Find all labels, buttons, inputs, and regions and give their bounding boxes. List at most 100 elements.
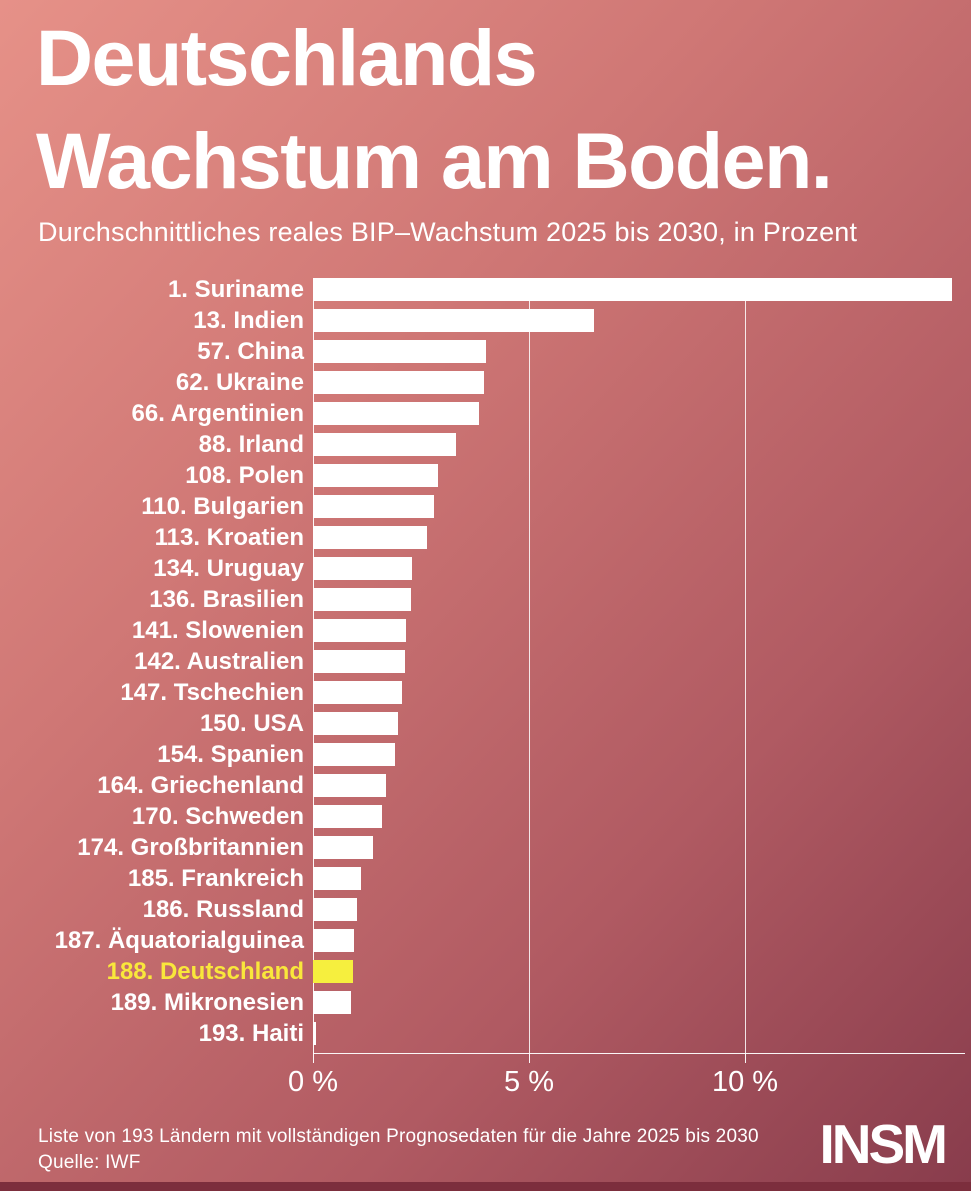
bar-track (313, 309, 971, 332)
country-label: 62. Ukraine (175, 369, 304, 396)
page-title: Deutschlands Wachstum am Boden. (36, 6, 833, 212)
country-label: 185. Frankreich (127, 865, 304, 892)
chart-row: 134. Uruguay (0, 555, 971, 582)
country-label: 57. China (197, 338, 304, 365)
country-label: 13. Indien (193, 307, 304, 334)
bar-track (313, 433, 971, 456)
bar-track (313, 805, 971, 828)
bar (313, 1022, 317, 1045)
title-line-1: Deutschlands (36, 13, 538, 102)
bar (313, 557, 413, 580)
chart-row: 66. Argentinien (0, 402, 971, 426)
bar-track (313, 526, 971, 549)
chart-row: 110. Bulgarien (0, 495, 971, 519)
country-label: 154. Spanien (157, 741, 304, 768)
bar-track (313, 619, 971, 642)
chart-row: 188. Deutschland (0, 958, 971, 985)
x-tick-mark (529, 1054, 530, 1063)
bar-track (313, 278, 971, 301)
country-label: 1. Suriname (167, 276, 304, 303)
country-label: 113. Kroatien (154, 524, 304, 551)
chart-row: 57. China (0, 338, 971, 365)
x-axis-line (313, 1053, 965, 1054)
gridline-10pct (745, 278, 746, 1054)
chart-subtitle: Durchschnittliches reales BIP–Wachstum 2… (38, 217, 858, 247)
country-label: 189. Mikronesien (110, 989, 304, 1016)
bar (313, 495, 434, 518)
bar-track (313, 867, 971, 890)
gridline-5pct (529, 278, 530, 1054)
bar-track (313, 340, 971, 363)
bar-track (313, 464, 971, 487)
bar-track (313, 650, 971, 673)
bar-track (313, 712, 971, 735)
bar (313, 805, 383, 828)
chart-row: 13. Indien (0, 307, 971, 334)
country-label: 164. Griechenland (97, 772, 304, 799)
country-label: 142. Australien (134, 648, 304, 675)
chart-row: 113. Kroatien (0, 524, 971, 551)
bar (313, 371, 484, 394)
footer-source-text: Quelle: IWF (38, 1152, 141, 1173)
chart-row: 108. Polen (0, 462, 971, 489)
chart-row: 154. Spanien (0, 741, 971, 768)
bar (313, 991, 352, 1014)
chart-row: 141. Slowenien (0, 617, 971, 644)
bar-track (313, 836, 971, 859)
chart-row: 185. Frankreich (0, 865, 971, 892)
x-tick-mark (313, 1054, 314, 1063)
bar (313, 464, 439, 487)
chart-row: 164. Griechenland (0, 772, 971, 799)
bar (313, 526, 428, 549)
bar-track (313, 929, 971, 952)
bar (313, 650, 405, 673)
bottom-accent-strip (0, 1182, 971, 1191)
country-label: 136. Brasilien (149, 586, 304, 613)
chart-row: 62. Ukraine (0, 369, 971, 396)
insm-logo: INSM (819, 1113, 948, 1175)
bar (313, 681, 402, 704)
country-label: 193. Haiti (198, 1020, 304, 1047)
country-label: 186. Russland (142, 896, 304, 923)
bar-track (313, 557, 971, 580)
country-label: 188. Deutschland (106, 958, 304, 985)
country-label: 174. Großbritannien (77, 834, 304, 861)
bar-track (313, 960, 971, 983)
chart-row: 1. Suriname (0, 276, 971, 303)
bar-track (313, 774, 971, 797)
bar (313, 836, 373, 859)
footer: Liste von 193 Ländern mit vollständigen … (38, 1124, 759, 1176)
bar (313, 960, 353, 983)
bar-chart: 1. Suriname 13. Indien 57. China 62. Ukr… (0, 278, 971, 1138)
bar (313, 619, 406, 642)
bar (313, 278, 953, 301)
country-label: 141. Slowenien (131, 617, 304, 644)
country-label: 150. USA (199, 710, 304, 737)
bar-track (313, 402, 971, 425)
bar (313, 433, 456, 456)
bar (313, 402, 480, 425)
bar (313, 309, 594, 332)
bar-track (313, 371, 971, 394)
x-tick-label: 5 % (504, 1066, 554, 1098)
bar-track (313, 681, 971, 704)
chart-row: 193. Haiti (0, 1020, 971, 1047)
footer-note-text: Liste von 193 Ländern mit vollständigen … (38, 1126, 759, 1147)
country-label: 187. Äquatorialguinea (54, 927, 304, 954)
title-line-2: Wachstum am Boden. (36, 116, 833, 205)
bar (313, 712, 399, 735)
x-tick-label: 0 % (288, 1066, 338, 1098)
bar-track (313, 1022, 971, 1045)
x-tick-label: 10 % (711, 1066, 779, 1098)
country-label: 147. Tschechien (120, 679, 304, 706)
country-label: 170. Schweden (131, 803, 304, 830)
chart-row: 136. Brasilien (0, 586, 971, 613)
bar (313, 743, 396, 766)
country-label: 108. Polen (185, 462, 304, 489)
chart-row: 150. USA (0, 710, 971, 737)
bar-track (313, 743, 971, 766)
chart-row: 170. Schweden (0, 803, 971, 830)
country-label: 134. Uruguay (153, 555, 304, 582)
bar-track (313, 588, 971, 611)
